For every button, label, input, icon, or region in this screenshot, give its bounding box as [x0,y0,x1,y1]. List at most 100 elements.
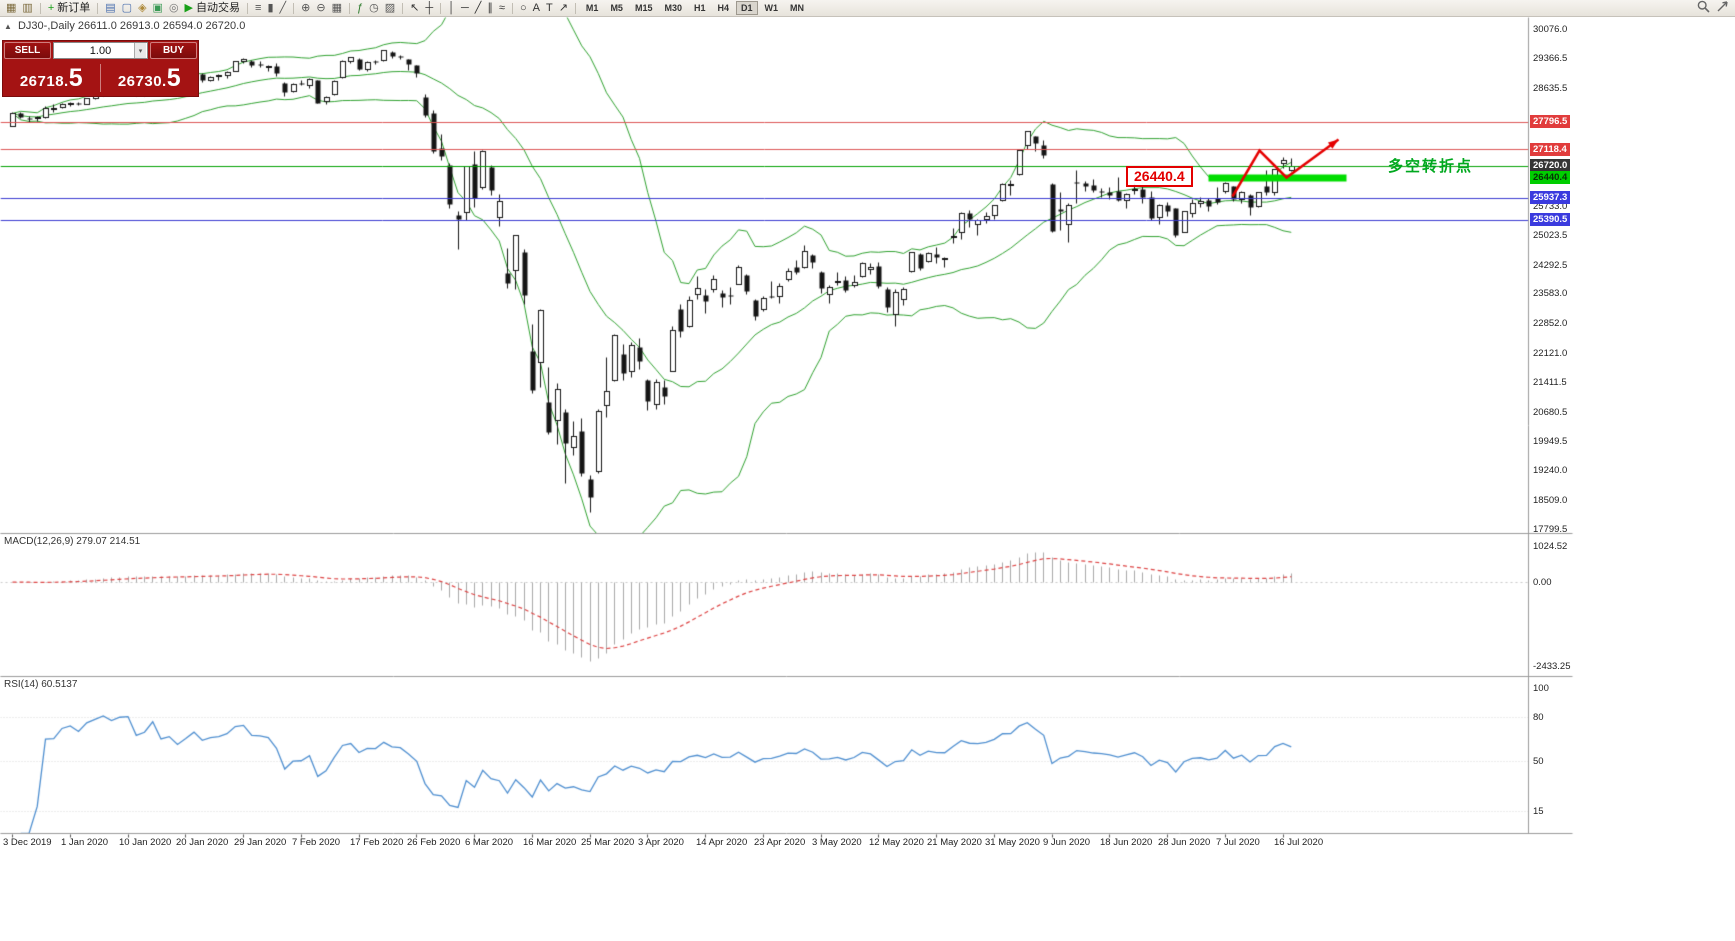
timeframe-h4[interactable]: H4 [717,3,730,13]
timeframe-h1[interactable]: H1 [693,3,706,13]
auto-trading-icon[interactable]: ▶ 自动交易 [182,1,243,15]
main-toolbar: ▦ ▥ + 新订单 ▤ ▢ ◈ ▣ ◎ ▶ 自动交易 ≡ ▮ ╱ ⊕ ⊖ ▦ ƒ ◷ ▨ ↖ ┼ │ ─ ╱ ∥ ≈ ○ A T ↗ M1 M5… [0,0,1735,17]
trendline-icon: ╱ [474,2,482,14]
sell-price[interactable]: 26718.5 [19,63,84,92]
toolbar-separator [440,2,442,14]
price-scale-label: 20680.5 [1533,407,1568,418]
strategy-tester-icon[interactable]: ◎ [166,1,182,15]
zoom-in-icon[interactable]: ⊕ [298,1,313,15]
price-scale-label: 19949.5 [1533,436,1568,447]
cursor-icon[interactable]: ↖ [407,1,422,15]
tile-windows-icon[interactable]: ▦ [329,1,345,15]
data-window-icon[interactable]: ▢ [119,1,135,15]
price-scale-label: 23583.0 [1533,288,1568,299]
timeframe-m15[interactable]: M15 [634,3,653,13]
navigator-icon[interactable]: ◈ [135,1,149,15]
turning-point-label: 多空转折点 [1388,158,1474,175]
indicators-icon[interactable]: ƒ [354,1,366,15]
volume-input[interactable]: 1.00 ▾ [53,42,148,59]
toolbar-buttons: ▦ ▥ + 新订单 ▤ ▢ ◈ ▣ ◎ ▶ 自动交易 ≡ ▮ ╱ ⊕ ⊖ ▦ ƒ ◷ ▨ ↖ ┼ │ ─ ╱ ∥ ≈ ○ A T ↗ M1 M5… [0,0,1697,16]
price-scale-label: 22121.0 [1533,348,1568,359]
price-line-label: 27796.5 [1530,115,1571,128]
market-watch-icon: ▤ [105,2,116,14]
window-list-icon[interactable]: ▥ [19,1,35,15]
horizontal-line-icon[interactable]: ─ [458,1,472,15]
price-callout: 26440.4 [1126,166,1193,187]
price-scale-label: 24292.5 [1533,260,1568,271]
fibonacci-icon[interactable]: ≈ [496,1,508,15]
toolbar-right [1697,0,1735,16]
price-scale[interactable]: 30076.0 29366.5 28635.5 25733.0 25023.5 24292… [1530,0,1620,941]
volume-dropdown-icon[interactable]: ▾ [134,43,146,58]
horizontal-line-icon: ─ [461,2,469,14]
price-scale-label: 21411.5 [1533,377,1567,388]
crosshair-icon: ┼ [425,2,434,14]
price-scale-label: 22852.0 [1533,318,1568,329]
price-scale-label: 25023.5 [1533,230,1568,241]
new-order-icon: + [47,2,55,14]
sell-button[interactable]: SELL [4,42,51,59]
label-icon[interactable]: T [543,1,556,15]
one-click-trade-panel: SELL 1.00 ▾ BUY 26718.5 26730.5 [2,40,199,97]
timeframe-mn[interactable]: MN [790,3,805,13]
vertical-line-icon[interactable]: │ [445,1,458,15]
macd-scale-label: -2433.25 [1533,661,1571,672]
shapes-icon[interactable]: ○ [517,1,530,15]
panel-toggle-icon[interactable]: ▲ [4,22,12,31]
chart-ohlc: 26611.0 26913.0 26594.0 26720.0 [77,20,246,32]
rsi-scale-label: 80 [1533,712,1544,723]
channel-icon[interactable]: ∥ [484,1,496,15]
timeframe-d1[interactable]: D1 [736,1,758,15]
timeframe-m1[interactable]: M1 [585,3,599,13]
toolbar-separator [402,2,404,14]
trade-panel-top-row: SELL 1.00 ▾ BUY [3,41,198,60]
candlestick-chart-icon[interactable]: ▮ [264,1,276,15]
timeframe-m30[interactable]: M30 [664,3,682,13]
zoom-out-icon[interactable]: ⊖ [313,1,328,15]
vertical-line-icon: │ [448,2,455,14]
templates-icon: ▨ [384,2,396,14]
crosshair-icon[interactable]: ┼ [422,1,436,15]
toolbar-separator [348,2,350,14]
fibonacci-icon: ≈ [498,2,505,14]
navigator-icon: ◈ [138,2,147,14]
new-chart-icon: ▦ [6,2,17,14]
cursor-icon: ↖ [410,2,420,14]
search-icon[interactable] [1697,0,1710,16]
terminal-icon[interactable]: ▣ [150,1,166,15]
bar-chart-icon[interactable]: ≡ [252,1,264,15]
text-icon[interactable]: A [530,1,543,15]
volume-value: 1.00 [89,44,112,57]
pointer-icon[interactable] [1716,0,1729,16]
templates-icon[interactable]: ▨ [382,1,398,15]
buy-price[interactable]: 26730.5 [117,63,182,92]
rsi-scale-label: 100 [1533,683,1549,694]
price-scale-label: 25733.0 [1533,201,1568,212]
zoom-in-icon: ⊕ [301,2,311,14]
buy-button[interactable]: BUY [150,42,197,59]
text-icon: A [532,2,540,14]
macd-scale-label: 0.00 [1533,577,1552,588]
trendline-icon[interactable]: ╱ [472,1,485,15]
chart-symbol: DJ30-,Daily [17,20,75,32]
price-line-label: 25390.5 [1530,213,1571,226]
macd-scale-label: 1024.52 [1533,541,1568,552]
new-chart-icon[interactable]: ▦ [3,1,19,15]
terminal-icon: ▣ [152,2,163,14]
periods-icon[interactable]: ◷ [366,1,382,15]
toolbar-separator [293,2,295,14]
new-order-icon[interactable]: + 新订单 [45,1,93,15]
tile-windows-icon: ▦ [331,2,342,14]
arrows-icon[interactable]: ↗ [556,1,571,15]
strategy-tester-icon: ◎ [168,2,179,14]
candlestick-chart-icon: ▮ [267,2,274,14]
chart-title: ▲ DJ30-,Daily 26611.0 26913.0 26594.0 26… [4,20,245,32]
toolbar-separator [39,2,41,14]
timeframe-m5[interactable]: M5 [610,3,623,13]
macd-indicator-label: MACD(12,26,9) 279.07 214.51 [4,536,141,547]
market-watch-icon[interactable]: ▤ [102,1,118,15]
channel-icon: ∥ [487,2,493,14]
line-chart-icon[interactable]: ╱ [277,1,290,15]
timeframe-w1[interactable]: W1 [764,3,779,13]
